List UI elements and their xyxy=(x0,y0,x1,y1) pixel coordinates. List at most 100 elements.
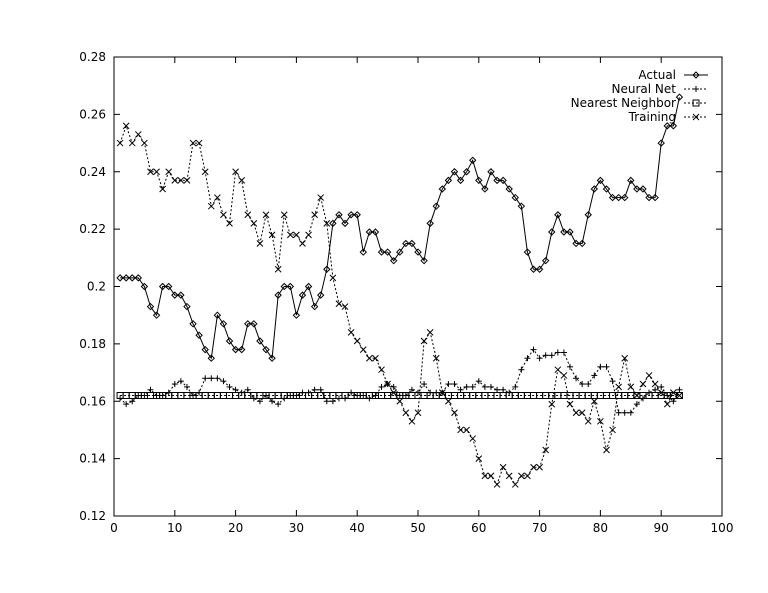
data-point-neural-net xyxy=(487,383,494,390)
data-point-actual xyxy=(614,193,623,202)
data-point-actual xyxy=(535,265,544,273)
data-point-actual xyxy=(450,168,459,176)
data-point-actual xyxy=(602,185,611,193)
data-point-training xyxy=(633,392,641,399)
data-point-training xyxy=(566,400,574,408)
data-point-actual xyxy=(365,228,374,236)
data-point-actual xyxy=(481,185,489,193)
data-point-actual xyxy=(584,211,592,219)
data-point-training xyxy=(572,409,580,417)
data-point-neural-net xyxy=(518,366,525,373)
data-point-training xyxy=(645,372,653,379)
data-point-training xyxy=(536,463,543,471)
legend-label: Training xyxy=(628,110,676,124)
data-point-training xyxy=(116,139,124,147)
data-point-training xyxy=(207,202,215,210)
data-point-training xyxy=(657,389,665,396)
data-point-neural-net xyxy=(129,398,136,405)
data-point-actual xyxy=(420,256,428,265)
data-point-training xyxy=(639,380,647,388)
series-actual xyxy=(116,93,684,362)
data-point-neural-net xyxy=(609,378,616,385)
x-tick-label: 60 xyxy=(471,521,486,535)
data-point-actual xyxy=(171,291,179,299)
data-point-training xyxy=(609,426,616,434)
data-point-actual xyxy=(165,282,173,291)
data-point-neural-net xyxy=(463,383,470,390)
x-tick-label: 30 xyxy=(289,521,304,535)
y-tick-label: 0.12 xyxy=(79,509,106,523)
data-point-training xyxy=(299,240,306,247)
data-point-neural-net xyxy=(494,386,501,393)
data-point-neural-net xyxy=(524,355,531,362)
data-point-actual xyxy=(219,320,228,328)
data-point-actual xyxy=(663,122,671,130)
data-point-neural-net xyxy=(311,386,318,393)
data-point-neural-net xyxy=(670,398,677,405)
data-point-actual xyxy=(469,156,477,164)
data-point-training xyxy=(347,329,355,336)
data-point-training xyxy=(244,211,252,219)
data-point-actual xyxy=(566,228,574,236)
data-point-training xyxy=(420,337,428,345)
data-point-training xyxy=(153,168,160,176)
data-point-actual xyxy=(523,248,532,256)
y-tick-label: 0.22 xyxy=(79,222,106,236)
data-point-training xyxy=(597,417,604,425)
data-point-actual xyxy=(304,282,313,291)
data-point-actual xyxy=(657,139,665,147)
data-point-neural-net xyxy=(633,401,640,408)
data-point-neural-net xyxy=(597,363,604,370)
data-point-training xyxy=(560,372,568,379)
y-tick-label: 0.16 xyxy=(79,394,106,408)
y-tick-label: 0.14 xyxy=(79,452,106,466)
data-point-neural-net xyxy=(603,363,610,370)
data-point-training xyxy=(432,354,440,362)
data-point-training xyxy=(274,265,282,273)
data-point-neural-net xyxy=(317,386,324,393)
data-point-neural-net xyxy=(323,398,330,405)
data-point-actual xyxy=(359,248,367,256)
data-point-training xyxy=(378,366,385,374)
data-point-neural-net xyxy=(329,398,336,405)
data-point-actual xyxy=(633,185,641,193)
data-point-training xyxy=(372,354,379,362)
data-point-training xyxy=(366,354,373,362)
data-point-training xyxy=(518,472,525,480)
data-point-training xyxy=(214,194,221,201)
data-point-actual xyxy=(396,248,404,256)
data-point-actual xyxy=(152,311,161,319)
data-point-neural-net xyxy=(171,381,178,388)
data-point-neural-net xyxy=(408,386,415,393)
data-point-training xyxy=(676,392,683,399)
data-point-actual xyxy=(189,320,197,328)
data-point-actual xyxy=(414,248,422,256)
data-point-neural-net xyxy=(585,381,592,388)
data-point-training xyxy=(189,139,197,147)
data-point-training xyxy=(122,122,130,130)
data-point-training xyxy=(469,435,477,442)
data-point-training xyxy=(183,177,191,184)
data-point-actual xyxy=(608,193,617,202)
data-point-actual xyxy=(493,176,501,185)
data-point-actual xyxy=(231,345,240,354)
data-point-actual xyxy=(201,345,209,354)
data-point-actual xyxy=(140,282,149,291)
data-point-actual xyxy=(548,228,556,236)
data-point-neural-net xyxy=(275,401,282,408)
data-point-actual xyxy=(529,265,538,273)
data-point-neural-net xyxy=(676,386,683,393)
legend-marker xyxy=(692,113,700,121)
data-point-actual xyxy=(408,239,416,248)
data-point-training xyxy=(414,409,422,417)
data-point-training xyxy=(317,194,325,201)
data-point-training xyxy=(390,389,398,396)
data-point-actual xyxy=(505,185,513,193)
data-point-training xyxy=(226,220,233,227)
data-point-actual xyxy=(225,337,234,345)
legend-marker xyxy=(692,99,700,107)
data-point-neural-net xyxy=(591,372,598,379)
data-point-neural-net xyxy=(147,386,154,393)
data-point-training xyxy=(268,231,276,239)
data-point-training xyxy=(493,481,501,488)
